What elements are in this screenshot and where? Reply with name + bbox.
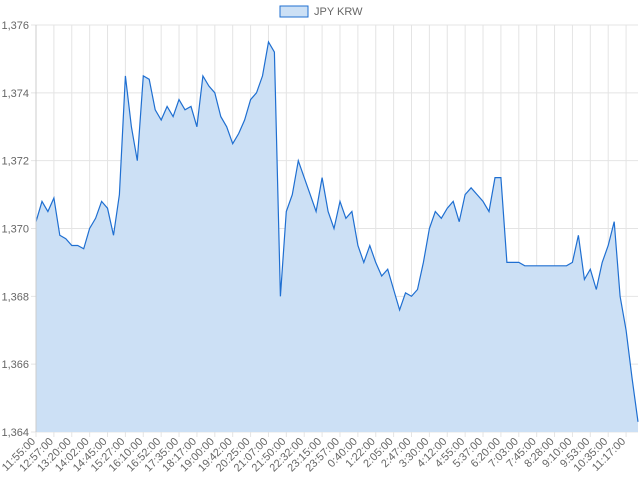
legend-swatch <box>279 5 309 18</box>
y-tick-label: 1,370 <box>1 224 29 236</box>
y-tick-label: 1,372 <box>1 156 29 168</box>
y-tick-label: 1,376 <box>1 20 29 32</box>
area-fill <box>36 42 638 432</box>
line <box>35 40 639 422</box>
y-tick-label: 1,368 <box>1 291 29 303</box>
y-tick-label: 1,366 <box>1 359 29 371</box>
y-tick-label: 1,364 <box>1 427 29 439</box>
legend-label: JPY KRW <box>314 6 363 18</box>
y-tick-label: 1,374 <box>1 88 29 100</box>
